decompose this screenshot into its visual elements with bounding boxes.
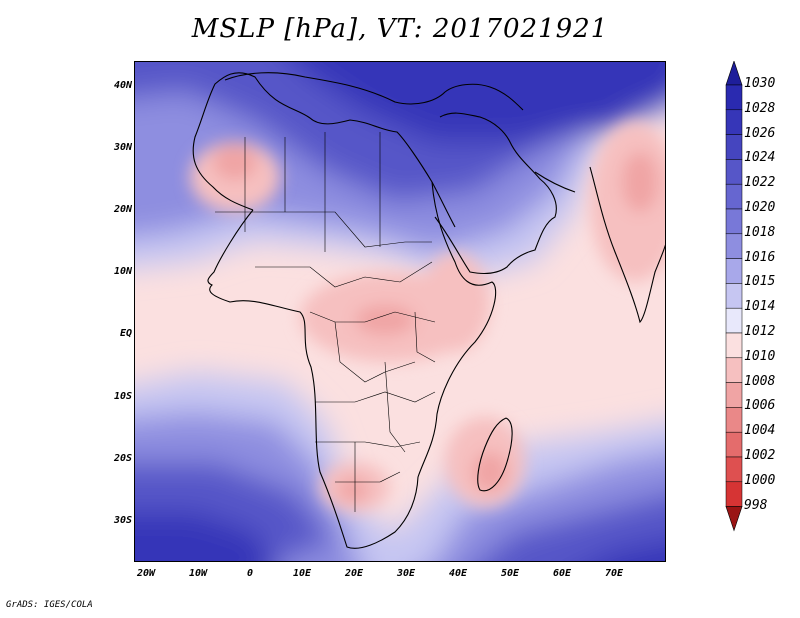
- colorbar-level-label: 1018: [744, 224, 776, 240]
- colorbar-segment: [725, 233, 743, 259]
- colorbar-segment: [725, 456, 743, 483]
- colorbar-segment: [725, 357, 743, 383]
- border: [334, 321, 416, 383]
- lat-label: 30N: [113, 142, 132, 153]
- lon-label: 60E: [552, 568, 572, 579]
- colorbar-level-label: 1016: [744, 249, 776, 265]
- colorbar-level-label: 1008: [744, 373, 776, 389]
- lon-label: 20W: [136, 568, 156, 579]
- lon-label: 30E: [396, 568, 416, 579]
- colorbar-segment: [725, 134, 743, 160]
- colorbar-level-label: 1006: [744, 398, 776, 414]
- colorbar-level-label: 1010: [744, 348, 776, 364]
- colorbar-segment: [725, 431, 743, 458]
- lon-label: 0: [246, 568, 254, 579]
- lat-label: 20N: [113, 204, 132, 215]
- lon-label: 10W: [188, 568, 208, 579]
- lat-label: 10S: [113, 391, 132, 402]
- arabia-coastline: [434, 112, 557, 275]
- lat-label: EQ: [119, 328, 132, 339]
- mozambique-low-core: [472, 452, 508, 492]
- colorbar-level-label: 1028: [744, 100, 776, 116]
- colorbar-segment: [725, 84, 743, 111]
- colorbar-level-label: 1002: [744, 448, 776, 463]
- country-borders: [215, 132, 436, 512]
- pressure-map: [134, 61, 666, 562]
- colorbar-bottom-arrow: [725, 506, 743, 532]
- south-high-inner: [135, 462, 665, 561]
- colorbar-level-label: 1030: [744, 76, 776, 91]
- lat-label: 20S: [113, 453, 132, 464]
- colorbar-segment: [725, 283, 743, 309]
- colorbar-segment: [725, 307, 743, 334]
- colorbar-segment: [725, 183, 743, 210]
- border: [315, 391, 436, 403]
- colorbar-level-label: 1000: [744, 472, 776, 488]
- footer-credit: GrADS: IGES/COLA: [6, 600, 93, 610]
- lon-label: 50E: [500, 568, 520, 579]
- colorbar-segment: [725, 332, 743, 359]
- colorbar-top-arrow: [725, 61, 743, 86]
- colorbar-level-label: 998: [744, 497, 768, 513]
- colorbar-segment: [725, 481, 743, 507]
- colorbar-level-label: 1015: [744, 274, 776, 290]
- persian-gulf-coastline: [534, 171, 576, 193]
- lat-label: 30S: [113, 515, 132, 526]
- colorbar-segment: [725, 382, 743, 408]
- mediterranean-coastline: [224, 72, 524, 111]
- border: [335, 471, 401, 483]
- coastlines: [192, 72, 665, 549]
- border: [315, 441, 421, 448]
- colorbar-segment: [725, 159, 743, 185]
- lon-label: 40E: [448, 568, 468, 579]
- south-high-core: [135, 512, 665, 561]
- india-coastline: [589, 166, 665, 324]
- central-africa-low-core: [355, 305, 415, 335]
- lat-label: 10N: [113, 266, 132, 277]
- colorbar-segment: [725, 109, 743, 135]
- lon-label: 10E: [292, 568, 312, 579]
- africa-coastline: [192, 72, 497, 549]
- border: [215, 211, 432, 248]
- border: [414, 311, 436, 363]
- kalahari-low-core: [338, 478, 368, 502]
- colorbar-level-label: 1022: [744, 175, 776, 191]
- red-sea-coastline: [431, 181, 456, 228]
- colorbar-level-label: 1004: [744, 423, 776, 439]
- north-high-core: [295, 62, 665, 142]
- lon-label: 70E: [604, 568, 624, 579]
- colorbar-segment: [725, 258, 743, 284]
- lon-label: 20E: [344, 568, 364, 579]
- colorbar-level-label: 1014: [744, 299, 776, 315]
- chart-title: MSLP [hPa], VT: 2017021921: [191, 14, 609, 44]
- madagascar-coastline: [477, 417, 513, 492]
- india-low-core: [622, 152, 658, 212]
- border: [255, 261, 433, 288]
- colorbar-level-label: 1012: [744, 324, 776, 339]
- sahara-low-core: [213, 144, 257, 180]
- border: [309, 311, 436, 323]
- east-africa-low: [420, 252, 490, 352]
- colorbar-level-label: 1020: [744, 200, 776, 215]
- colorbar-segment: [725, 407, 743, 433]
- colorbar-segment: [725, 208, 743, 235]
- colorbar-level-label: 1026: [744, 125, 776, 141]
- border: [384, 361, 406, 453]
- colorbar-level-label: 1024: [744, 150, 776, 166]
- colorbar: [725, 61, 743, 532]
- lat-label: 40N: [113, 80, 132, 91]
